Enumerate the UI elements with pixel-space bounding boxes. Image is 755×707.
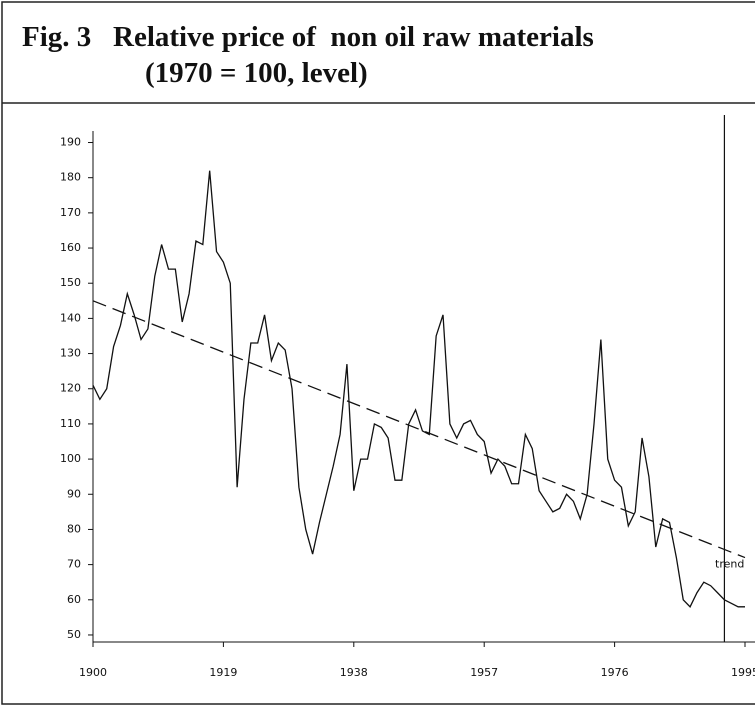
trend-label: trend xyxy=(715,558,744,571)
y-tick-label: 130 xyxy=(60,347,81,360)
x-tick-label: 1900 xyxy=(79,666,107,679)
y-tick-label: 110 xyxy=(60,417,81,430)
y-tick-label: 160 xyxy=(60,241,81,254)
y-tick-label: 180 xyxy=(60,171,81,184)
y-tick-label: 70 xyxy=(67,558,81,571)
y-tick-label: 100 xyxy=(60,452,81,465)
chart-title: Fig. 3 Relative price of non oil raw mat… xyxy=(22,21,594,53)
trend-line xyxy=(92,300,746,559)
y-tick-label: 90 xyxy=(67,487,81,500)
x-tick-label: 1919 xyxy=(209,666,237,679)
y-tick-label: 170 xyxy=(60,206,81,219)
y-tick-label: 140 xyxy=(60,311,81,324)
y-tick-label: 190 xyxy=(60,136,81,149)
chart-subtitle: (1970 = 100, level) xyxy=(145,57,368,89)
x-tick-label: 1957 xyxy=(470,666,498,679)
x-tick-label: 1938 xyxy=(340,666,368,679)
y-tick-label: 50 xyxy=(67,628,81,641)
y-tick-label: 150 xyxy=(60,276,81,289)
y-tick-label: 80 xyxy=(67,522,81,535)
y-tick-label: 60 xyxy=(67,593,81,606)
x-tick-label: 1995 xyxy=(731,666,755,679)
x-tick-label: 1976 xyxy=(601,666,629,679)
price-line xyxy=(92,170,745,608)
y-tick-label: 120 xyxy=(60,382,81,395)
